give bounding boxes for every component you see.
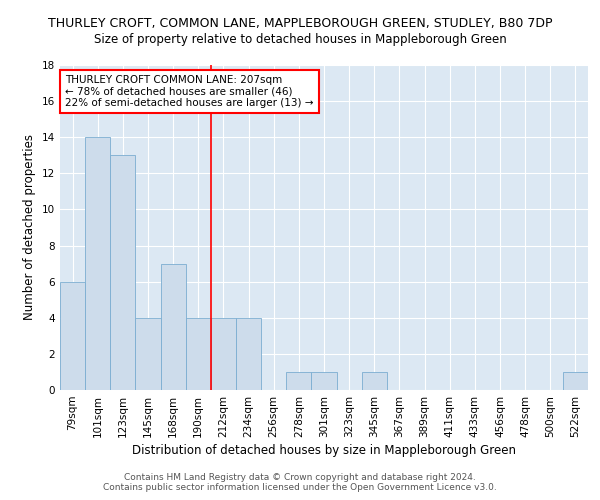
Bar — [186, 318, 211, 390]
Text: THURLEY CROFT, COMMON LANE, MAPPLEBOROUGH GREEN, STUDLEY, B80 7DP: THURLEY CROFT, COMMON LANE, MAPPLEBOROUG… — [48, 18, 552, 30]
Text: Contains HM Land Registry data © Crown copyright and database right 2024.
Contai: Contains HM Land Registry data © Crown c… — [103, 473, 497, 492]
Bar — [60, 282, 85, 390]
Bar — [161, 264, 186, 390]
Bar — [136, 318, 161, 390]
Text: THURLEY CROFT COMMON LANE: 207sqm
← 78% of detached houses are smaller (46)
22% : THURLEY CROFT COMMON LANE: 207sqm ← 78% … — [65, 74, 314, 108]
Text: Size of property relative to detached houses in Mappleborough Green: Size of property relative to detached ho… — [94, 32, 506, 46]
Bar — [110, 156, 136, 390]
Bar — [85, 137, 110, 390]
Bar — [236, 318, 261, 390]
Bar — [211, 318, 236, 390]
Bar — [286, 372, 311, 390]
Bar — [563, 372, 588, 390]
Bar — [362, 372, 387, 390]
Bar — [311, 372, 337, 390]
Y-axis label: Number of detached properties: Number of detached properties — [23, 134, 37, 320]
X-axis label: Distribution of detached houses by size in Mappleborough Green: Distribution of detached houses by size … — [132, 444, 516, 457]
